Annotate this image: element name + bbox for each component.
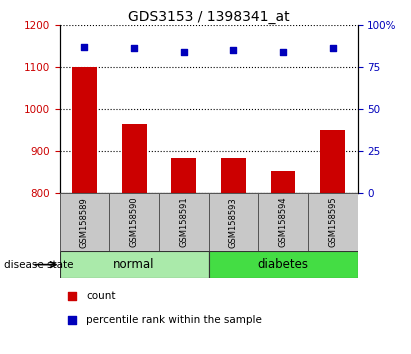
Point (280, 49, 286, 55)
Text: normal: normal (113, 258, 155, 271)
Bar (258, 193, 308, 251)
Text: GSM158594: GSM158594 (279, 197, 288, 247)
Text: GSM158591: GSM158591 (179, 197, 188, 247)
Bar (122, 124, 146, 193)
Text: diabetes: diabetes (258, 258, 309, 271)
Text: GSM158593: GSM158593 (229, 197, 238, 247)
Text: GSM158595: GSM158595 (328, 197, 337, 247)
Text: count: count (86, 291, 116, 301)
Point (131, 45, 137, 51)
Point (314, 161, 320, 167)
Point (81, 44, 88, 50)
Bar (221, 159, 246, 193)
Bar (208, 251, 358, 278)
Point (230, 47, 237, 53)
Bar (208, 193, 258, 251)
Point (180, 49, 187, 55)
Bar (109, 193, 159, 251)
Title: GDS3153 / 1398341_at: GDS3153 / 1398341_at (128, 10, 289, 24)
Text: percentile rank within the sample: percentile rank within the sample (86, 315, 262, 325)
Bar (308, 193, 358, 251)
Bar (159, 193, 208, 251)
Text: GSM158589: GSM158589 (80, 197, 89, 247)
Text: disease state: disease state (4, 259, 74, 270)
Bar (320, 130, 345, 193)
Text: GSM158590: GSM158590 (129, 197, 139, 247)
Bar (72, 67, 97, 193)
Bar (60, 193, 109, 251)
Bar (271, 171, 296, 193)
Point (330, 45, 336, 51)
Bar (171, 159, 196, 193)
Bar (60, 251, 209, 278)
